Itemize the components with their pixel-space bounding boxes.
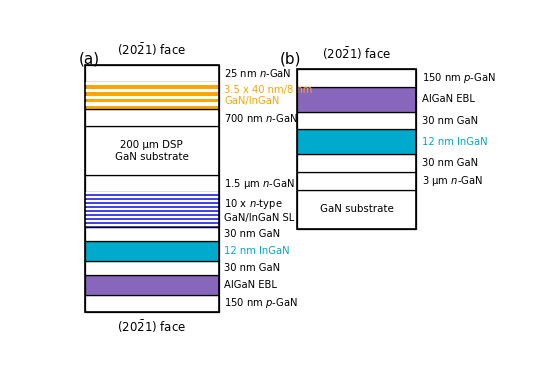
Bar [296, 172, 416, 189]
Bar [296, 154, 416, 172]
Bar [85, 103, 219, 106]
Bar [85, 200, 219, 202]
Bar [85, 82, 219, 85]
Bar [85, 275, 219, 295]
Bar [85, 216, 219, 218]
Bar [85, 126, 219, 175]
Bar [85, 192, 219, 228]
Bar [85, 212, 219, 214]
Bar [296, 129, 416, 154]
Text: AlGaN EBL: AlGaN EBL [422, 94, 475, 104]
Text: 700 nm $n$-GaN: 700 nm $n$-GaN [224, 112, 298, 124]
Bar [85, 208, 219, 210]
Text: 3 μm $n$-GaN: 3 μm $n$-GaN [422, 174, 483, 188]
Text: 30 nm GaN: 30 nm GaN [422, 116, 478, 126]
Text: 1.5 μm $n$-GaN: 1.5 μm $n$-GaN [224, 177, 295, 191]
Text: 150 nm $p$-GaN: 150 nm $p$-GaN [224, 297, 298, 310]
Text: (20$\bar{2}$1) face: (20$\bar{2}$1) face [322, 46, 391, 62]
Text: AlGaN EBL: AlGaN EBL [224, 280, 278, 290]
Text: 10 x $n$-type
GaN/InGaN SL: 10 x $n$-type GaN/InGaN SL [224, 197, 295, 223]
Bar [85, 220, 219, 222]
Bar [296, 69, 416, 87]
Bar [85, 261, 219, 275]
Text: 12 nm InGaN: 12 nm InGaN [422, 137, 487, 147]
Text: (20$\bar{2}$1) face: (20$\bar{2}$1) face [117, 41, 186, 58]
Text: 30 nm GaN: 30 nm GaN [422, 158, 478, 168]
Bar [85, 241, 219, 261]
Text: 3.5 x 40 nm/8 nm
GaN/InGaN: 3.5 x 40 nm/8 nm GaN/InGaN [224, 85, 313, 106]
Text: 12 nm InGaN: 12 nm InGaN [224, 246, 290, 256]
Text: 200 μm DSP
GaN substrate: 200 μm DSP GaN substrate [115, 140, 189, 162]
Bar [85, 82, 219, 109]
Text: (20$\bar{2}$1) face: (20$\bar{2}$1) face [117, 319, 186, 335]
Text: 30 nm GaN: 30 nm GaN [224, 263, 281, 273]
Bar [85, 228, 219, 241]
Text: (a): (a) [78, 52, 99, 67]
Bar [85, 295, 219, 312]
Bar [85, 65, 219, 82]
Bar [85, 95, 219, 99]
Bar [85, 65, 219, 312]
Bar [296, 69, 416, 229]
Bar [85, 204, 219, 206]
Text: GaN substrate: GaN substrate [320, 204, 393, 214]
Text: 150 nm $p$-GaN: 150 nm $p$-GaN [422, 71, 496, 85]
Bar [85, 196, 219, 198]
Bar [85, 175, 219, 192]
Bar [296, 87, 416, 112]
Bar [85, 89, 219, 92]
Bar [296, 189, 416, 229]
Text: 30 nm GaN: 30 nm GaN [224, 229, 281, 239]
Text: (b): (b) [280, 52, 301, 67]
Bar [296, 112, 416, 129]
Bar [85, 192, 219, 194]
Bar [85, 223, 219, 226]
Text: 25 nm $n$-GaN: 25 nm $n$-GaN [224, 67, 292, 79]
Bar [85, 109, 219, 126]
